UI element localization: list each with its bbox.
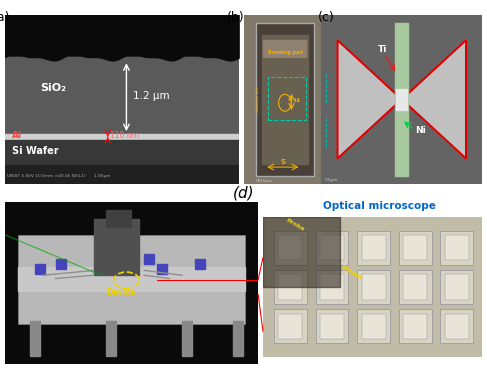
Bar — [182, 321, 192, 356]
Bar — [106, 210, 131, 227]
Bar — [195, 259, 205, 269]
Bar — [274, 309, 307, 343]
Bar — [445, 235, 469, 261]
Bar — [144, 254, 154, 264]
Text: Ni: Ni — [414, 126, 425, 135]
Bar — [18, 267, 245, 291]
Text: Al: Al — [12, 131, 22, 140]
Bar — [316, 231, 349, 265]
Text: Device: Device — [106, 288, 135, 297]
Bar — [5, 134, 239, 140]
Bar — [357, 309, 390, 343]
Bar — [316, 309, 349, 343]
Text: (a): (a) — [0, 11, 11, 24]
Bar — [320, 235, 344, 261]
Bar — [399, 270, 432, 304]
Bar — [361, 235, 386, 261]
Bar — [5, 15, 239, 57]
Text: 0815µm: 0815µm — [256, 179, 273, 183]
Text: Probe: Probe — [285, 217, 305, 232]
Text: Si Wafer: Si Wafer — [12, 145, 58, 156]
Bar — [361, 314, 386, 339]
Bar — [5, 165, 239, 184]
Bar — [357, 270, 390, 304]
Bar — [18, 235, 245, 324]
Bar — [263, 40, 306, 57]
Bar — [403, 275, 428, 300]
Bar — [256, 23, 314, 176]
Bar — [279, 275, 302, 300]
Bar — [56, 259, 66, 269]
Bar — [320, 275, 344, 300]
Bar — [396, 89, 408, 110]
Bar — [94, 219, 139, 275]
Text: Lt: Lt — [293, 98, 300, 103]
Text: (b): (b) — [227, 11, 244, 24]
Text: 1.2 μm: 1.2 μm — [133, 91, 170, 101]
Bar — [440, 270, 473, 304]
Text: S: S — [281, 159, 286, 165]
Text: Bonding pad: Bonding pad — [268, 50, 303, 55]
Bar — [268, 77, 306, 120]
Bar — [395, 23, 408, 176]
Text: Optical microscope: Optical microscope — [323, 201, 435, 211]
Text: UNIST 5.0kV 10.0mm ×40.0k SE(L1)      1.00μm: UNIST 5.0kV 10.0mm ×40.0k SE(L1) 1.00μm — [7, 174, 111, 178]
Text: 110 nm: 110 nm — [110, 131, 139, 140]
Text: (d): (d) — [233, 186, 254, 201]
Bar — [279, 235, 302, 261]
Bar — [440, 309, 473, 343]
Bar — [279, 314, 302, 339]
Bar — [440, 231, 473, 265]
Bar — [233, 321, 243, 356]
Bar — [445, 275, 469, 300]
Text: SiO₂: SiO₂ — [40, 83, 66, 93]
Bar — [5, 57, 239, 137]
Bar — [320, 314, 344, 339]
Bar — [106, 321, 116, 356]
Bar — [5, 57, 239, 133]
Text: Probes: Probes — [340, 265, 363, 281]
Text: 0.5µm: 0.5µm — [325, 178, 338, 182]
Bar — [403, 235, 428, 261]
Text: radiation line: radiation line — [256, 86, 260, 113]
Bar — [35, 264, 45, 274]
Bar — [157, 264, 167, 274]
Bar — [357, 231, 390, 265]
Bar — [399, 309, 432, 343]
Bar — [445, 314, 469, 339]
Bar — [263, 217, 340, 287]
Polygon shape — [337, 40, 402, 159]
Bar — [30, 321, 40, 356]
Bar — [403, 314, 428, 339]
Bar — [262, 35, 308, 164]
Bar — [316, 270, 349, 304]
Bar — [274, 270, 307, 304]
Bar — [399, 231, 432, 265]
Bar — [361, 275, 386, 300]
Text: (c): (c) — [318, 11, 335, 24]
Text: Ti: Ti — [378, 45, 387, 54]
Bar — [274, 231, 307, 265]
Polygon shape — [402, 40, 466, 159]
Bar — [5, 140, 239, 184]
